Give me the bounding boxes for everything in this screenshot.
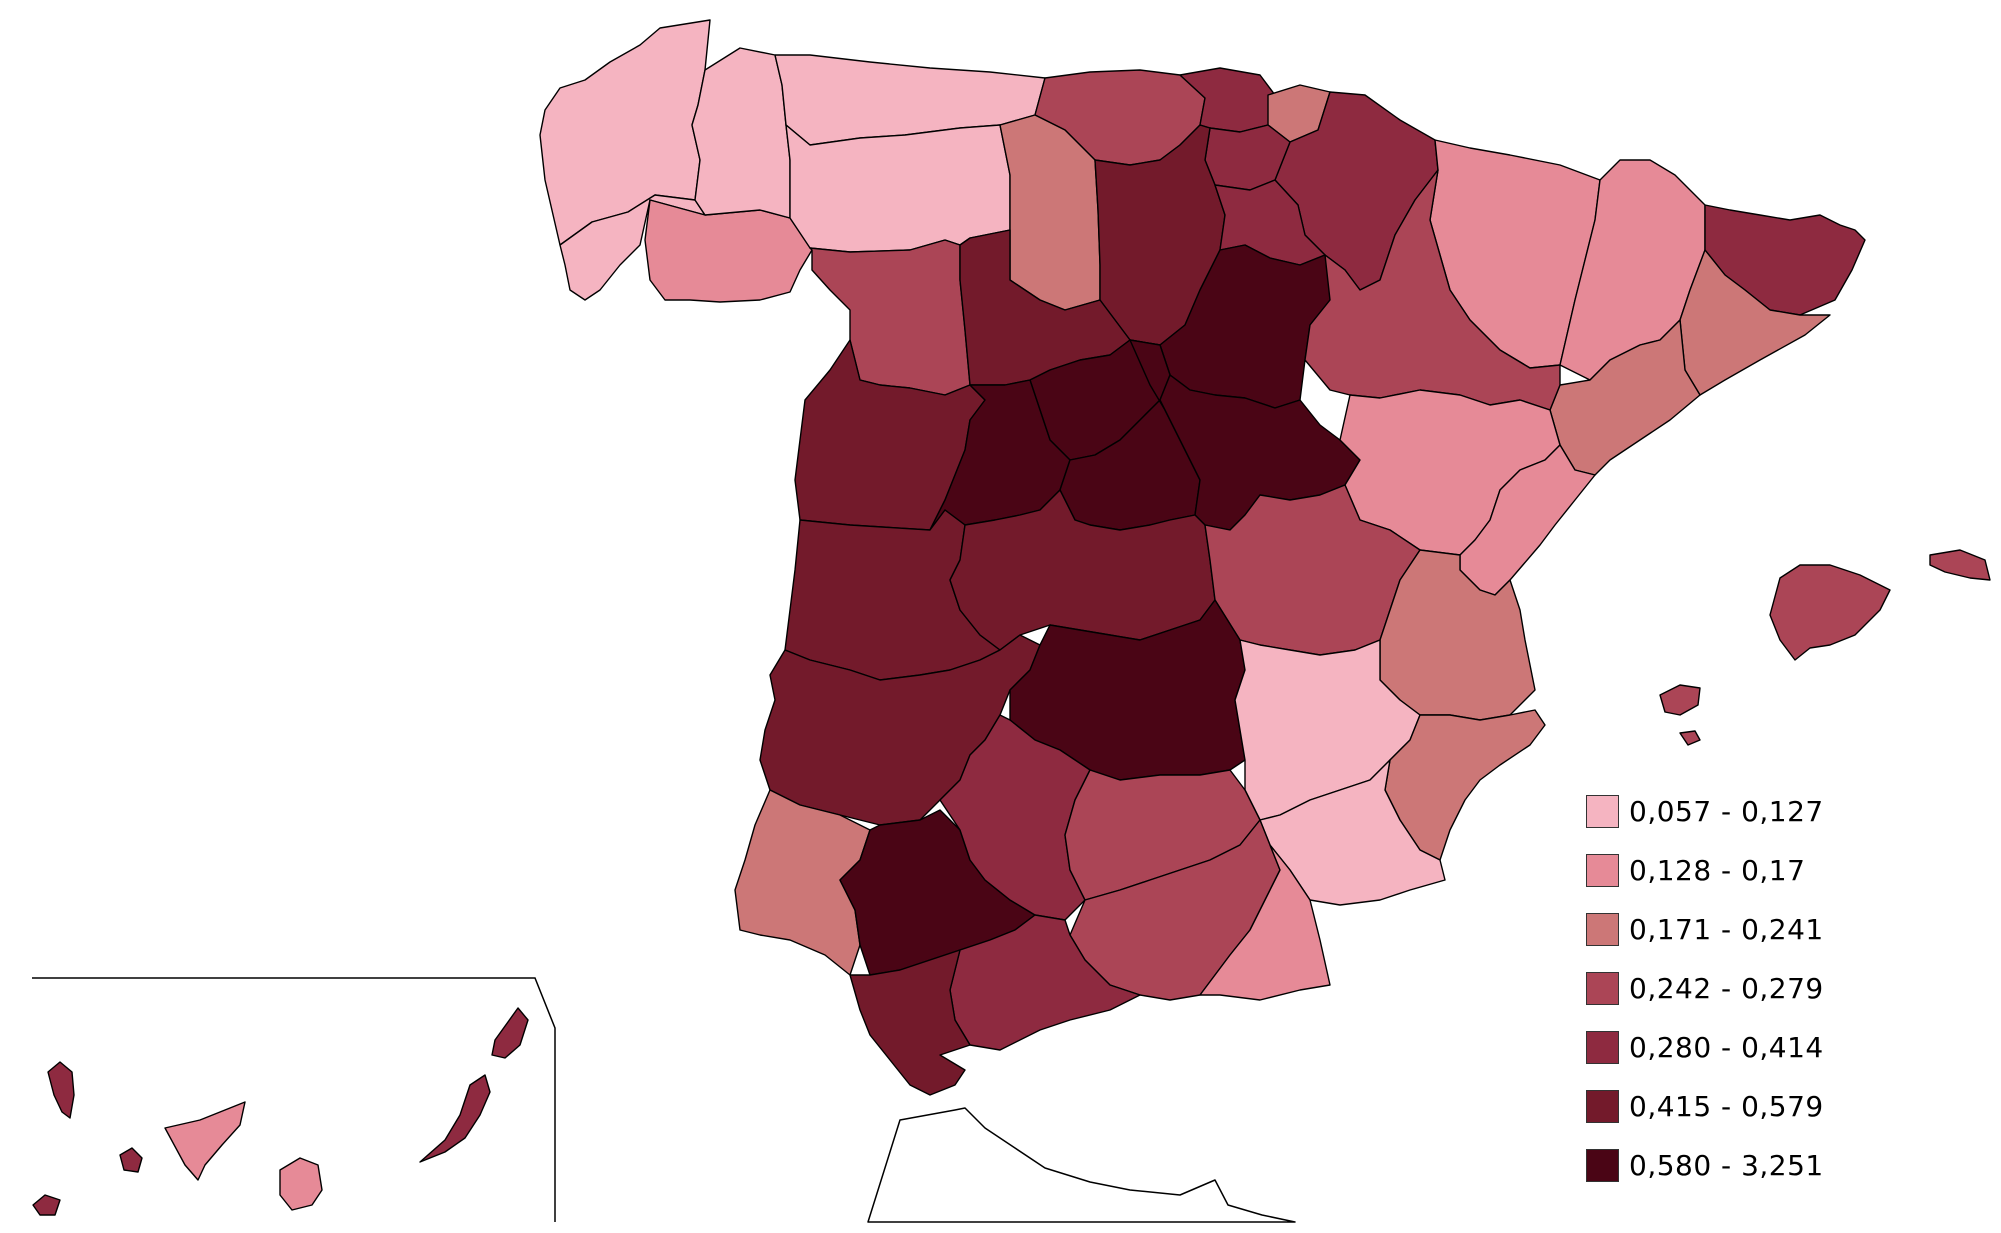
legend-label: 0,242 - 0,279 <box>1629 971 1824 1005</box>
island-gran-canaria <box>279 1157 323 1211</box>
legend-swatch <box>1586 1148 1619 1182</box>
island-la-gomera <box>119 1147 143 1173</box>
island-la-palma <box>47 1061 75 1119</box>
island-formentera <box>1679 730 1701 746</box>
province-zaragoza <box>1304 169 1561 411</box>
legend-item-6: 0,580 - 3,251 <box>1586 1146 1824 1184</box>
province-almeria <box>1199 844 1331 1001</box>
legend-swatch <box>1586 794 1619 828</box>
island-mallorca <box>1769 564 1891 661</box>
legend-label: 0,580 - 3,251 <box>1629 1148 1824 1182</box>
legend-label: 0,057 - 0,127 <box>1629 794 1824 828</box>
province-leon <box>785 124 1011 253</box>
legend-swatch <box>1586 853 1619 887</box>
island-fuerteventura <box>419 1074 491 1163</box>
island-el-hierro <box>32 1194 61 1216</box>
island-ibiza <box>1659 684 1701 716</box>
legend-item-5: 0,415 - 0,579 <box>1586 1087 1824 1125</box>
legend-label: 0,415 - 0,579 <box>1629 1089 1824 1123</box>
legend-item-4: 0,280 - 0,414 <box>1586 1028 1824 1066</box>
legend-label: 0,280 - 0,414 <box>1629 1030 1824 1064</box>
canary-inset-frame <box>32 977 556 1222</box>
province-lugo <box>691 47 791 219</box>
province-cadiz <box>849 949 971 1096</box>
legend-swatch <box>1586 971 1619 1005</box>
island-lanzarote <box>491 1007 529 1059</box>
legend-label: 0,128 - 0,17 <box>1629 853 1806 887</box>
legend-label: 0,171 - 0,241 <box>1629 912 1824 946</box>
province-pontevedra <box>559 194 706 301</box>
island-menorca <box>1929 549 1991 581</box>
island-tenerife <box>164 1101 246 1181</box>
legend-item-0: 0,057 - 0,127 <box>1586 792 1824 830</box>
legend-swatch <box>1586 1089 1619 1123</box>
legend-item-3: 0,242 - 0,279 <box>1586 969 1824 1007</box>
legend-swatch <box>1586 1030 1619 1064</box>
legend-item-2: 0,171 - 0,241 <box>1586 910 1824 948</box>
legend-item-1: 0,128 - 0,17 <box>1586 851 1805 889</box>
ceuta-outline <box>867 1107 1296 1223</box>
legend-swatch <box>1586 912 1619 946</box>
